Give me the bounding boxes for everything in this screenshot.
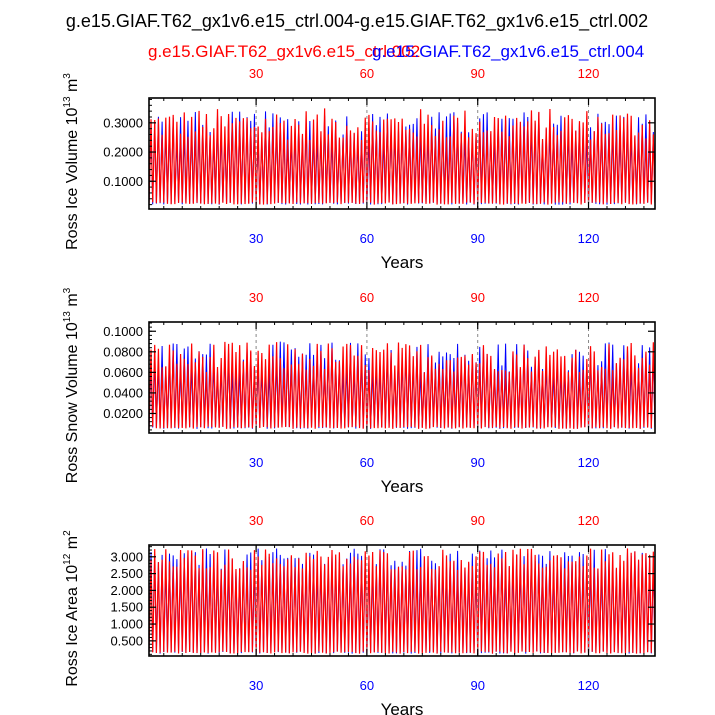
x-tick-label-top: 120 (578, 290, 600, 305)
x-tick-label-top: 60 (360, 290, 374, 305)
series-line-ctrl-002 (149, 548, 655, 654)
x-tick-label-bottom: 90 (470, 455, 484, 470)
figure-title: g.e15.GIAF.T62_gx1v6.e15_ctrl.004-g.e15.… (66, 11, 648, 32)
panels: 30 30 60 60 90 90 120 120 0.1000 0.2000 0.3000 Year… (62, 66, 656, 715)
y-axis-label: Ross Ice Area 1012 m2 (62, 530, 81, 687)
x-tick-label-bottom: 30 (249, 678, 263, 693)
x-tick-label-bottom: 30 (249, 231, 263, 246)
series-group (149, 548, 655, 654)
series-line-ctrl-002 (149, 341, 655, 429)
x-tick-label-bottom: 30 (249, 455, 263, 470)
x-axis-label: Years (381, 477, 424, 496)
y-tick-label: 0.1000 (103, 174, 143, 189)
y-tick-label: 0.0200 (103, 406, 143, 421)
y-tick-label: 0.500 (110, 633, 143, 648)
x-tick-label-top: 90 (470, 66, 484, 81)
y-tick-label: 0.1000 (103, 324, 143, 339)
x-tick-label-bottom: 120 (578, 455, 600, 470)
y-tick-label: 3.000 (110, 549, 143, 564)
x-tick-label-top: 30 (249, 513, 263, 528)
legend-blue-label: g.e15.GIAF.T62_gx1v6.e15_ctrl.004 (372, 42, 644, 61)
y-tick-label: 2.500 (110, 566, 143, 581)
series-group (149, 341, 655, 429)
x-tick-label-bottom: 60 (360, 455, 374, 470)
y-tick-label: 0.0600 (103, 365, 143, 380)
legend-red-label: g.e15.GIAF.T62_gx1v6.e15_ctrl.002 (148, 42, 420, 61)
x-tick-label-bottom: 90 (470, 678, 484, 693)
x-axis-label: Years (381, 700, 424, 715)
y-axis-label: Ross Snow Volume 1013 m3 (62, 287, 81, 483)
x-tick-label-bottom: 60 (360, 678, 374, 693)
x-tick-label-bottom: 90 (470, 231, 484, 246)
series-group (149, 108, 655, 205)
x-tick-label-top: 90 (470, 513, 484, 528)
chart-panel-2: 30 30 60 60 90 90 120 120 0.0200 0.0400 0.0600 0.08… (62, 287, 656, 496)
x-axis-label: Years (381, 253, 424, 272)
x-tick-label-bottom: 120 (578, 231, 600, 246)
x-tick-label-top: 120 (578, 513, 600, 528)
x-tick-label-top: 60 (360, 66, 374, 81)
x-tick-label-top: 60 (360, 513, 374, 528)
y-tick-label: 0.0400 (103, 385, 143, 400)
plot-frame (148, 321, 656, 434)
y-axis-label: Ross Ice Volume 1013 m3 (62, 73, 81, 250)
x-tick-label-bottom: 120 (578, 678, 600, 693)
x-tick-label-bottom: 60 (360, 231, 374, 246)
y-tick-label: 1.000 (110, 617, 143, 632)
y-tick-label: 0.2000 (103, 145, 143, 160)
y-tick-label: 0.3000 (103, 115, 143, 130)
series-line-ctrl-002 (149, 108, 655, 205)
y-tick-label: 2.000 (110, 583, 143, 598)
y-tick-label: 0.0800 (103, 344, 143, 359)
x-tick-label-top: 90 (470, 290, 484, 305)
y-tick-label: 1.500 (110, 600, 143, 615)
chart-panel-1: 30 30 60 60 90 90 120 120 0.1000 0.2000 0.3000 Year… (62, 66, 656, 272)
plot-frame (148, 97, 656, 210)
x-tick-label-top: 30 (249, 290, 263, 305)
x-tick-label-top: 30 (249, 66, 263, 81)
x-tick-label-top: 120 (578, 66, 600, 81)
